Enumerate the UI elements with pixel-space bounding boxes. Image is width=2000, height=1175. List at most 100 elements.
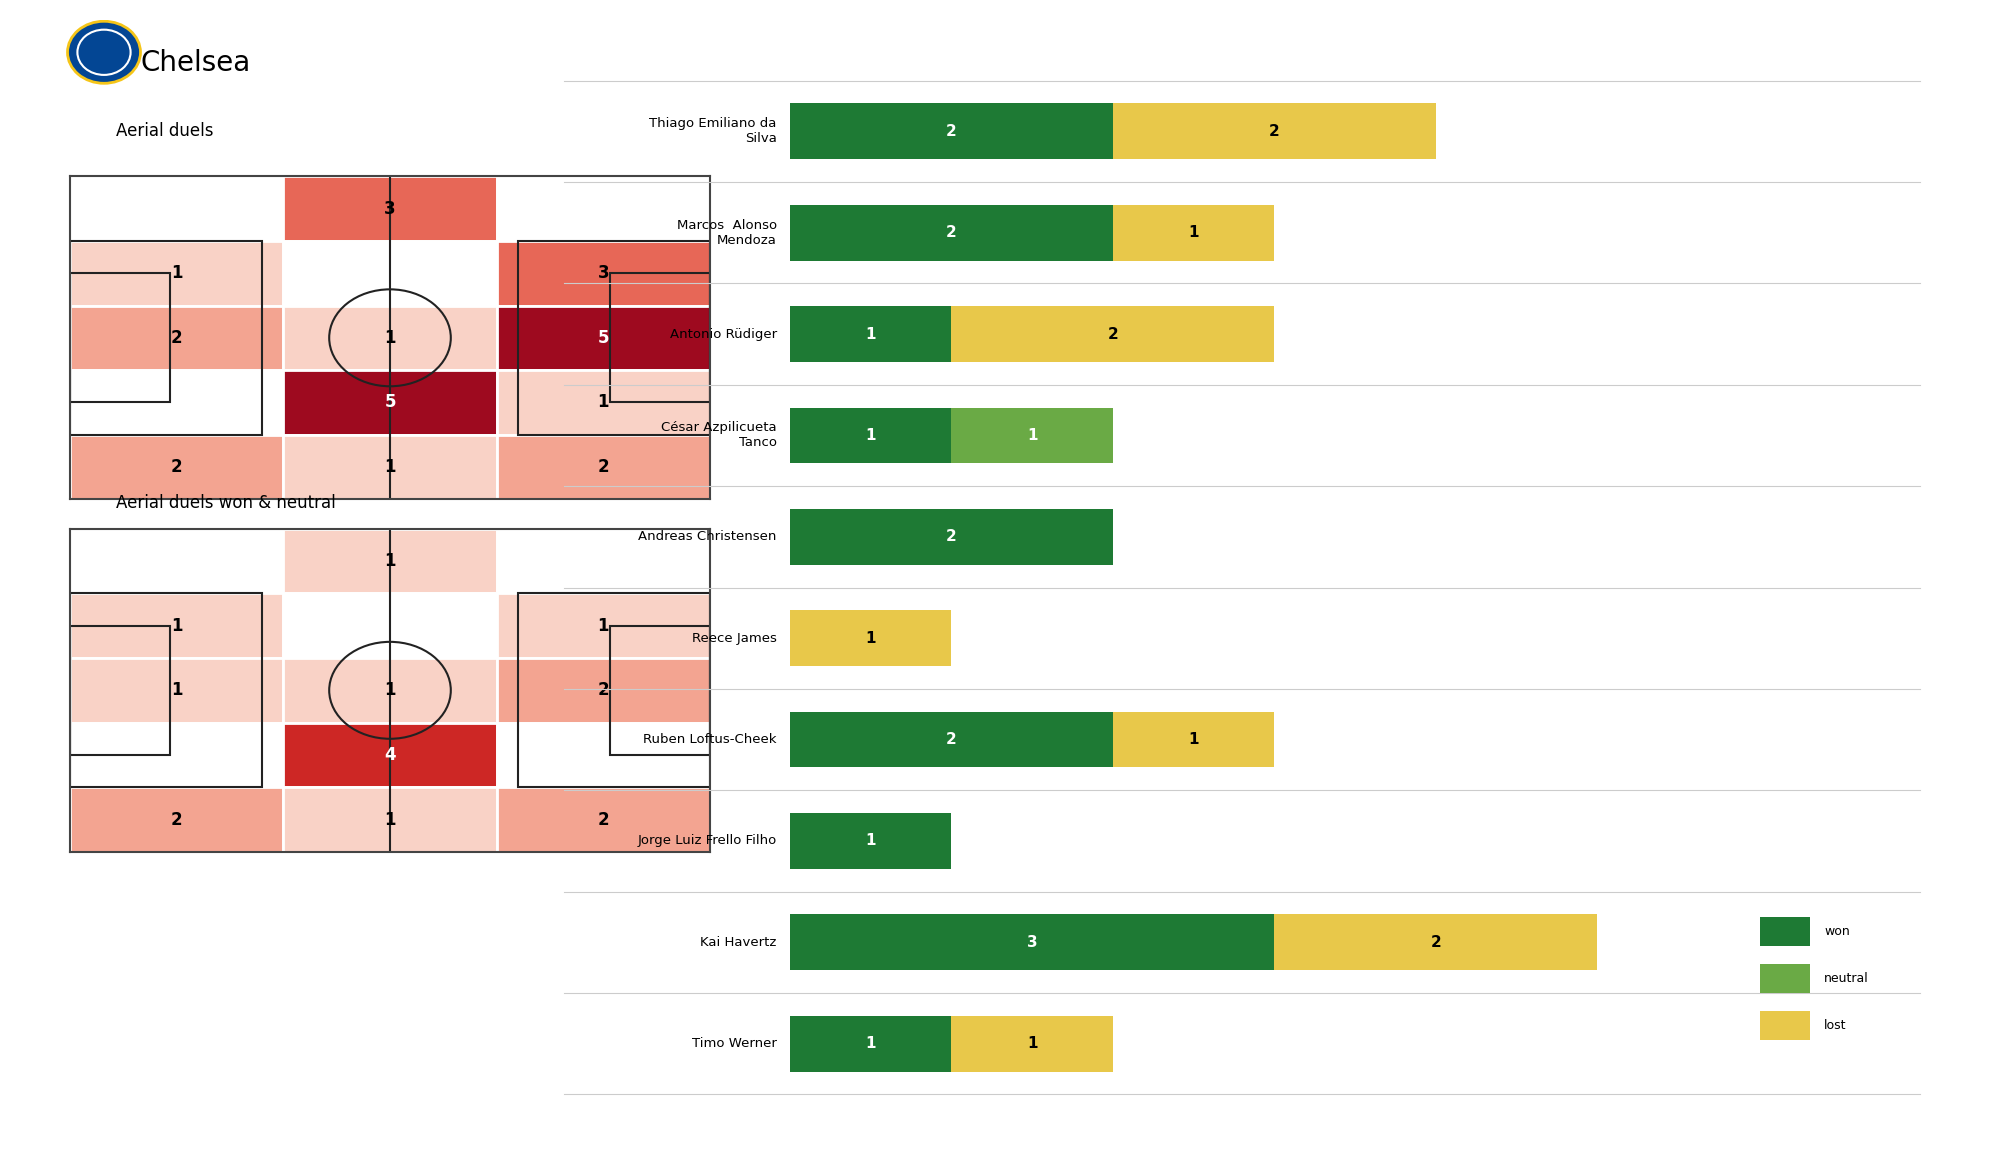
Text: 1: 1 [1026, 1036, 1038, 1052]
Text: 4: 4 [384, 746, 396, 764]
Bar [952, 1016, 1112, 1072]
Text: 1: 1 [866, 833, 876, 848]
Bar [284, 723, 496, 787]
Text: 1: 1 [866, 631, 876, 646]
Bar [70, 176, 284, 241]
Circle shape [68, 21, 140, 83]
Bar [790, 509, 1112, 565]
Text: 1: 1 [170, 264, 182, 282]
Text: 1: 1 [598, 394, 610, 411]
Bar [496, 435, 710, 499]
Bar [496, 787, 710, 852]
Text: 2: 2 [598, 811, 610, 828]
Bar [70, 306, 284, 370]
Bar [284, 787, 496, 852]
Bar [284, 241, 496, 306]
Bar [70, 241, 284, 306]
Text: 1: 1 [1188, 732, 1198, 747]
Text: 2: 2 [170, 811, 182, 828]
Text: 2: 2 [1108, 327, 1118, 342]
Bar [610, 625, 710, 756]
Text: won: won [1824, 925, 1850, 939]
Bar [496, 593, 710, 658]
Bar [518, 593, 710, 787]
Text: 2: 2 [598, 682, 610, 699]
Text: 1: 1 [866, 327, 876, 342]
Text: 1: 1 [384, 329, 396, 347]
Bar [70, 593, 262, 787]
Text: 2: 2 [1268, 123, 1280, 139]
Bar [70, 274, 170, 402]
Text: 1: 1 [384, 811, 396, 828]
Bar [496, 529, 710, 593]
Text: 1: 1 [384, 458, 396, 476]
Text: 2: 2 [170, 458, 182, 476]
Bar [284, 593, 496, 658]
Text: 1: 1 [598, 617, 610, 634]
Bar [790, 307, 952, 362]
Bar [1112, 712, 1274, 767]
Bar [70, 529, 284, 593]
Text: 1: 1 [1188, 226, 1198, 240]
Bar [790, 712, 1112, 767]
Text: 3: 3 [598, 264, 610, 282]
Bar [284, 306, 496, 370]
Text: 2: 2 [946, 123, 956, 139]
Text: neutral: neutral [1824, 972, 1868, 986]
Text: lost: lost [1824, 1019, 1846, 1033]
Text: 2: 2 [170, 329, 182, 347]
Text: Chelsea: Chelsea [140, 49, 250, 78]
Bar [496, 176, 710, 241]
Bar [790, 1016, 952, 1072]
Text: 2: 2 [946, 226, 956, 240]
Bar [284, 435, 496, 499]
Text: 2: 2 [946, 529, 956, 544]
Bar [790, 610, 952, 666]
Bar [70, 787, 284, 852]
Bar [70, 241, 262, 435]
Bar [70, 658, 284, 723]
Bar [496, 241, 710, 306]
Bar [1274, 914, 1598, 971]
Bar [518, 241, 710, 435]
Text: 2: 2 [598, 458, 610, 476]
Bar [790, 408, 952, 463]
Text: 1: 1 [170, 617, 182, 634]
Bar [284, 176, 496, 241]
Bar [284, 370, 496, 435]
Bar [790, 914, 1274, 971]
Bar [496, 658, 710, 723]
Bar [1112, 204, 1274, 261]
Bar [610, 274, 710, 402]
Bar [1112, 103, 1436, 159]
Bar [70, 593, 284, 658]
Bar [284, 529, 496, 593]
Text: Aerial duels: Aerial duels [116, 122, 214, 140]
Text: 1: 1 [1026, 428, 1038, 443]
Text: 1: 1 [170, 682, 182, 699]
Bar [70, 625, 170, 756]
Text: 2: 2 [946, 732, 956, 747]
Bar [952, 307, 1274, 362]
Text: 1: 1 [384, 552, 396, 570]
Text: 5: 5 [598, 329, 610, 347]
Bar [790, 204, 1112, 261]
Bar [496, 370, 710, 435]
Bar [284, 658, 496, 723]
Text: 3: 3 [384, 200, 396, 217]
Text: 3: 3 [1026, 935, 1038, 949]
Text: 1: 1 [866, 1036, 876, 1052]
Bar [70, 370, 284, 435]
Text: 2: 2 [1430, 935, 1442, 949]
Bar [496, 723, 710, 787]
Bar [790, 813, 952, 868]
Bar [70, 723, 284, 787]
Text: 1: 1 [384, 682, 396, 699]
Bar [790, 103, 1112, 159]
Bar [952, 408, 1112, 463]
Bar [496, 306, 710, 370]
Text: 1: 1 [866, 428, 876, 443]
Text: 5: 5 [384, 394, 396, 411]
Text: Aerial duels won & neutral: Aerial duels won & neutral [116, 494, 336, 511]
Bar [70, 435, 284, 499]
